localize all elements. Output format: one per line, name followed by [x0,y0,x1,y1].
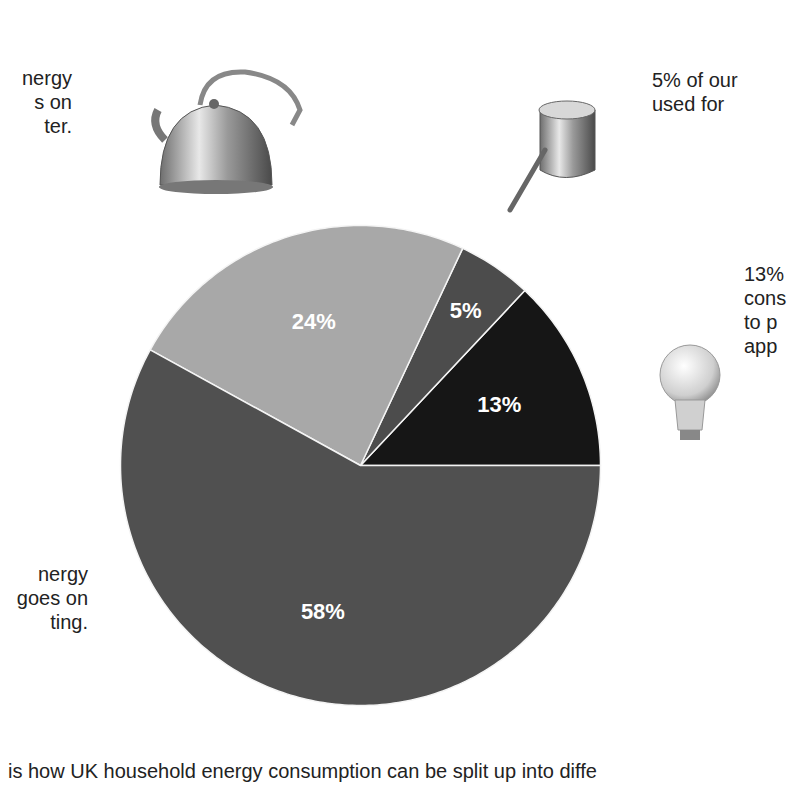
svg-text:13%: 13% [477,392,521,417]
html-text:used for: used for [652,93,725,115]
html-text:is how UK household energy con: is how UK household energy consumption c… [8,760,597,782]
html-text:ting.: ting. [50,611,88,633]
html-text:goes on: goes on [16,587,88,609]
svg-text:58%: 58% [301,599,345,624]
svg-text:5%: 5% [450,298,482,323]
svg-text:24%: 24% [292,309,336,334]
html-text:to p: to p [744,311,778,333]
html-text:s on: s on [34,91,72,113]
html-text:cons: cons [744,287,787,309]
html-text:13%: 13% [744,263,784,285]
html-text:5% of our: 5% of our [652,69,738,91]
html-text:nergy: nergy [22,67,72,89]
html-text:ter.: ter. [44,115,72,137]
html-text:app: app [744,335,778,357]
html-text:nergy: nergy [38,563,88,585]
